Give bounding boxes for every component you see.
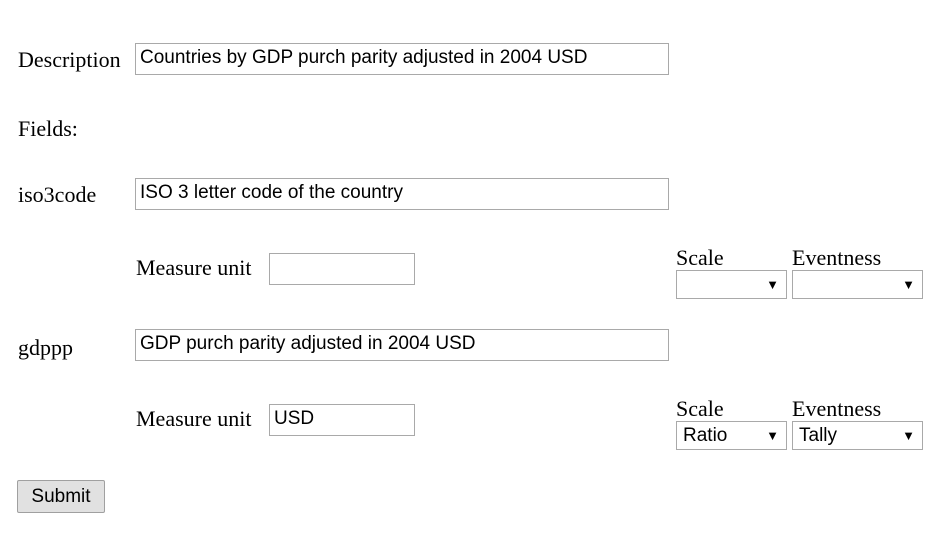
eventness-label: Eventness [792,396,882,421]
eventness-select[interactable]: Tally ▼ [792,421,923,450]
scale-select-value: Ratio [683,425,728,446]
eventness-select-value: Tally [799,425,838,446]
chevron-down-icon: ▼ [902,277,915,292]
scale-label: Scale [676,396,724,421]
chevron-down-icon: ▼ [766,428,779,443]
measure-unit-label: Measure unit [136,255,252,280]
measure-unit-input[interactable]: USD [269,404,415,436]
submit-button[interactable]: Submit [17,480,105,513]
chevron-down-icon: ▼ [902,428,915,443]
chevron-down-icon: ▼ [766,277,779,292]
description-input[interactable]: Countries by GDP purch parity adjusted i… [135,43,669,75]
field-name-label: gdppp [18,335,73,360]
measure-unit-label: Measure unit [136,406,252,431]
description-label: Description [18,47,121,72]
eventness-label: Eventness [792,245,882,270]
eventness-select[interactable]: ▼ [792,270,923,299]
field-description-input[interactable]: GDP purch parity adjusted in 2004 USD [135,329,669,361]
scale-select[interactable]: Ratio ▼ [676,421,787,450]
scale-label: Scale [676,245,724,270]
scale-select[interactable]: ▼ [676,270,787,299]
field-name-label: iso3code [18,182,97,207]
field-description-input[interactable]: ISO 3 letter code of the country [135,178,669,210]
fields-heading: Fields: [18,116,78,141]
measure-unit-input[interactable] [269,253,415,285]
